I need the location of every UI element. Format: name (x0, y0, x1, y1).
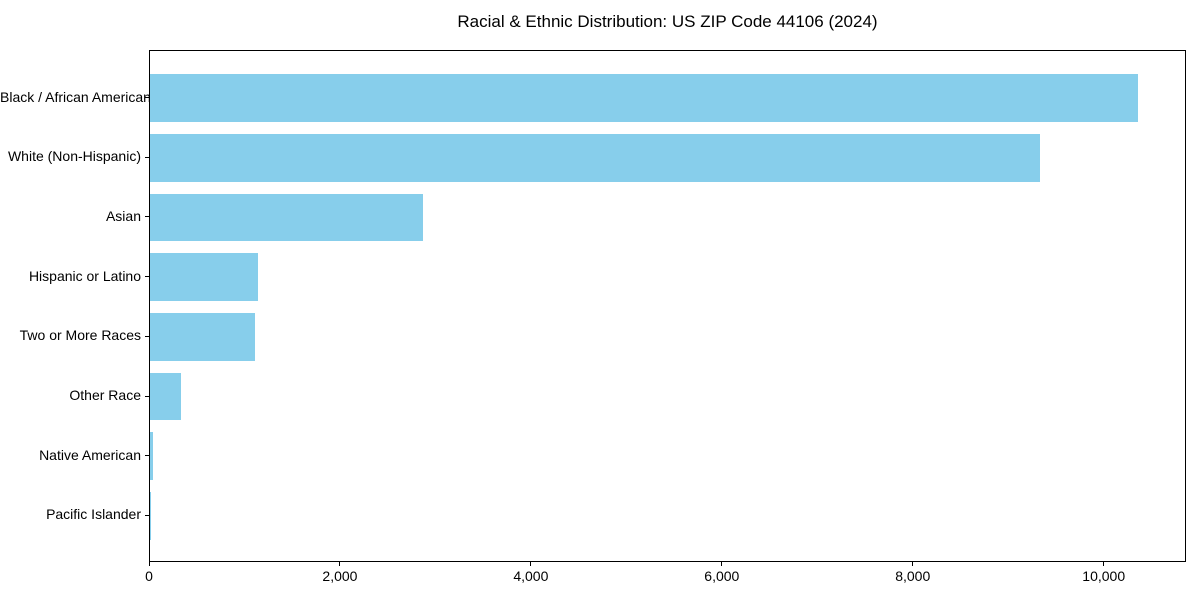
y-tick-label: Pacific Islander (46, 506, 141, 523)
x-tick-label: 8,000 (895, 568, 931, 584)
y-tick-mark (145, 97, 149, 99)
bar-pacific-islander (150, 491, 151, 540)
bar-two-or-more-races (150, 312, 256, 361)
y-tick-mark (145, 216, 149, 218)
bar-other-race (150, 372, 182, 421)
chart-title: Racial & Ethnic Distribution: US ZIP Cod… (457, 12, 878, 31)
x-tick-label: 0 (145, 568, 153, 584)
bar-black-african-american (150, 74, 1138, 122)
x-tick-mark (912, 562, 914, 566)
x-tick-label: 4,000 (513, 568, 549, 584)
y-tick-label: White (Non-Hispanic) (7, 148, 141, 165)
x-tick-mark (1103, 562, 1105, 566)
x-tick-label: 10,000 (1082, 568, 1126, 584)
plot-area (149, 50, 1186, 562)
y-tick-mark (145, 335, 149, 337)
x-tick-label: 6,000 (704, 568, 740, 584)
y-tick-mark (145, 395, 149, 397)
y-tick-mark (145, 455, 149, 457)
y-tick-label: Other Race (69, 387, 141, 403)
x-tick-mark (148, 562, 150, 566)
y-tick-label: Hispanic or Latino (28, 267, 141, 284)
x-tick-mark (530, 562, 532, 566)
y-tick-mark (145, 156, 149, 158)
y-tick-mark (145, 276, 149, 278)
bar-asian (150, 193, 424, 242)
y-tick-mark (145, 514, 149, 516)
bar-native-american (150, 432, 153, 481)
y-tick-label: Asian (105, 207, 141, 224)
x-tick-label: 2,000 (322, 568, 358, 584)
bar-hispanic-or-latino (150, 253, 258, 302)
y-tick-label: Black / African American (0, 88, 151, 105)
x-tick-mark (339, 562, 341, 566)
y-tick-label: Native American (39, 446, 141, 463)
y-tick-label: Two or More Races (19, 327, 141, 344)
x-tick-mark (721, 562, 723, 566)
bar-white-non-hispanic (150, 133, 1040, 182)
